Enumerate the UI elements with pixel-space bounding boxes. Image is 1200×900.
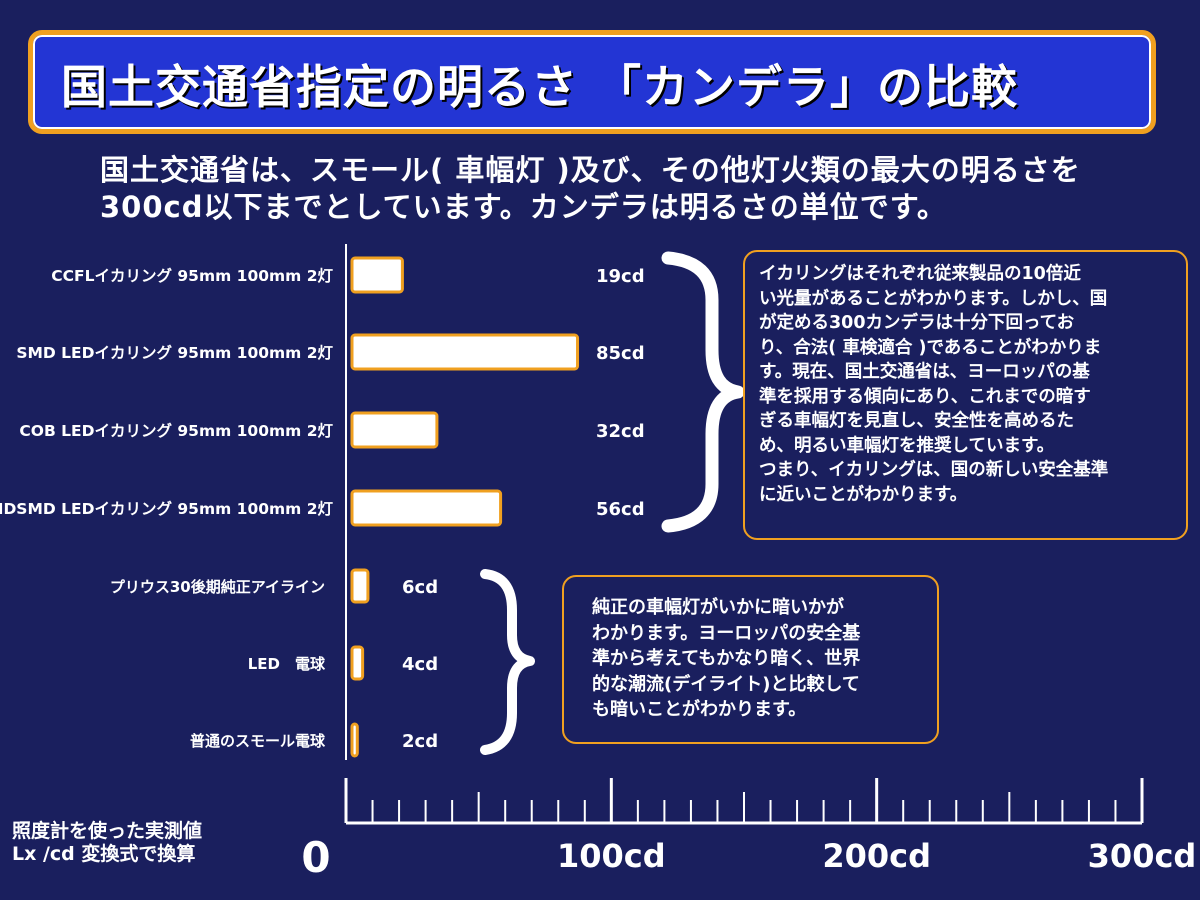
- footnote-line-1: 照度計を使った実測値: [12, 820, 203, 842]
- ikaring-note-line: ぎる車幅灯を見直し、安全性を高めるた: [759, 411, 1074, 431]
- ikaring-note-line: す。現在、国土交通省は、ヨーロッパの基: [759, 362, 1090, 382]
- ikaring-note-line: が定める300カンデラは十分下回ってお: [759, 313, 1075, 333]
- stock-note: 純正の車幅灯がいかに暗いかが わかります。ヨーロッパの安全基 準から考えてもかな…: [562, 575, 939, 744]
- ikaring-note-line: め、明るい車幅灯を推奨しています。: [759, 435, 1055, 456]
- chart-x-tick-label: 0: [301, 833, 330, 882]
- chart-bar: [350, 568, 370, 604]
- chart-x-tick-label: 100cd: [557, 837, 666, 875]
- ikaring-note-line: 準を採用する傾向にあり、これまでの暗す: [759, 386, 1091, 407]
- chart-category-label: COB LEDイカリング 95mm 100mm 2灯: [19, 421, 333, 440]
- chart-bar: [350, 333, 580, 371]
- brace-stock-icon: [480, 569, 535, 755]
- chart-category-label: プリウス30後期純正アイライン: [110, 578, 325, 596]
- chart-category-label: SMD LEDイカリング 95mm 100mm 2灯: [16, 343, 333, 362]
- chart-value-label: 85cd: [596, 343, 645, 364]
- ikaring-note: イカリングはそれぞれ従来製品の10倍近 い光量があることがわかります。しかし、国…: [743, 250, 1188, 540]
- stock-note-line: 的な潮流(デイライト)と比較して: [592, 673, 860, 695]
- chart-value-label: 4cd: [402, 654, 438, 675]
- ikaring-note-line: に近いことがわかります。: [759, 484, 968, 505]
- ikaring-note-line: イカリングはそれぞれ従来製品の10倍近: [759, 264, 1081, 284]
- chart-category-label: HDSMD LEDイカリング 95mm 100mm 2灯: [0, 499, 333, 518]
- chart-x-tick-label: 300cd: [1088, 837, 1197, 875]
- chart-bar: [350, 722, 359, 758]
- ikaring-note-line: つまり、イカリングは、国の新しい安全基準: [759, 460, 1109, 480]
- intro-line-2: 300cd以下までとしています。カンデラは明るさの単位です。: [100, 190, 947, 224]
- intro-text: 国土交通省は、スモール( 車幅灯 )及び、その他灯火類の最大の明るさを 300c…: [100, 152, 1190, 226]
- chart-category-label: LED 電球: [248, 655, 326, 673]
- brace-ikaring-icon: [661, 251, 745, 533]
- chart-x-tick-label: 200cd: [822, 837, 931, 875]
- chart-value-label: 6cd: [402, 577, 438, 598]
- chart-value-label: 19cd: [596, 266, 645, 287]
- chart-value-label: 32cd: [596, 421, 645, 442]
- chart-bar: [350, 256, 404, 294]
- chart-value-label: 56cd: [596, 499, 645, 520]
- measurement-footnote: 照度計を使った実測値 Lx /cd 変換式で換算: [12, 820, 202, 866]
- ikaring-note-line: り、合法( 車検適合 )であることがわかりま: [759, 337, 1102, 358]
- intro-line-1: 国土交通省は、スモール( 車幅灯 )及び、その他灯火類の最大の明るさを: [100, 153, 1081, 187]
- chart-category-label: CCFLイカリング 95mm 100mm 2灯: [51, 266, 333, 285]
- chart-bar: [350, 645, 365, 681]
- chart-bar: [350, 411, 439, 449]
- chart-value-label: 2cd: [402, 731, 438, 752]
- chart-category-label: 普通のスモール電球: [190, 732, 326, 750]
- stock-note-line: わかります。ヨーロッパの安全基: [592, 622, 861, 644]
- ikaring-note-line: い光量があることがわかります。しかし、国: [759, 288, 1108, 309]
- page-title: 国土交通省指定の明るさ 「カンデラ」の比較: [61, 60, 1019, 114]
- footnote-line-2: Lx /cd 変換式で換算: [12, 843, 196, 865]
- stock-note-line: も暗いことがわかります。: [592, 699, 807, 720]
- chart-bar: [350, 489, 503, 527]
- stock-note-line: 準から考えてもかなり暗く、世界: [592, 648, 861, 669]
- stock-note-line: 純正の車幅灯がいかに暗いかが: [592, 597, 844, 618]
- title-banner: 国土交通省指定の明るさ 「カンデラ」の比較: [28, 30, 1156, 134]
